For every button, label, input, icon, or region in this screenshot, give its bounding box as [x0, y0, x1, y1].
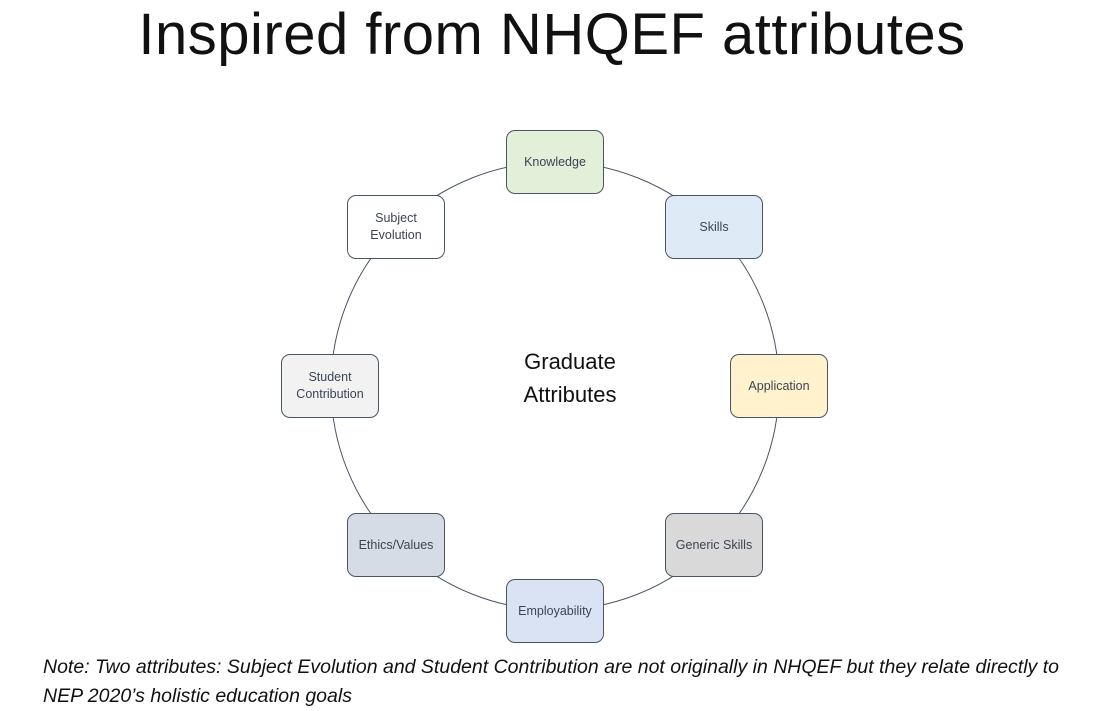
node-label: Student Contribution: [296, 370, 364, 401]
center-label: Graduate Attributes: [523, 349, 617, 407]
node-generic-skills: Generic Skills: [665, 513, 763, 577]
node-ethics-values: Ethics/Values: [347, 513, 445, 577]
node-skills: Skills: [665, 195, 763, 259]
node-employability: Employability: [506, 579, 604, 643]
node-label: Ethics/Values: [358, 537, 434, 552]
node-label: Application: [748, 378, 810, 393]
node-label: Employability: [518, 603, 592, 618]
slide-title: Inspired from NHQEF attributes: [138, 2, 966, 67]
node-student-contribution: Student Contribution: [281, 354, 379, 418]
footnote: Note: Two attributes: Subject Evolution …: [43, 656, 1059, 707]
node-application: Application: [730, 354, 828, 418]
node-label: Generic Skills: [675, 537, 753, 552]
node-label: Knowledge: [524, 154, 586, 169]
node-label: Subject Evolution: [370, 211, 422, 242]
node-knowledge: Knowledge: [506, 130, 604, 194]
node-subject-evolution: Subject Evolution: [347, 195, 445, 259]
node-label: Skills: [699, 219, 729, 234]
